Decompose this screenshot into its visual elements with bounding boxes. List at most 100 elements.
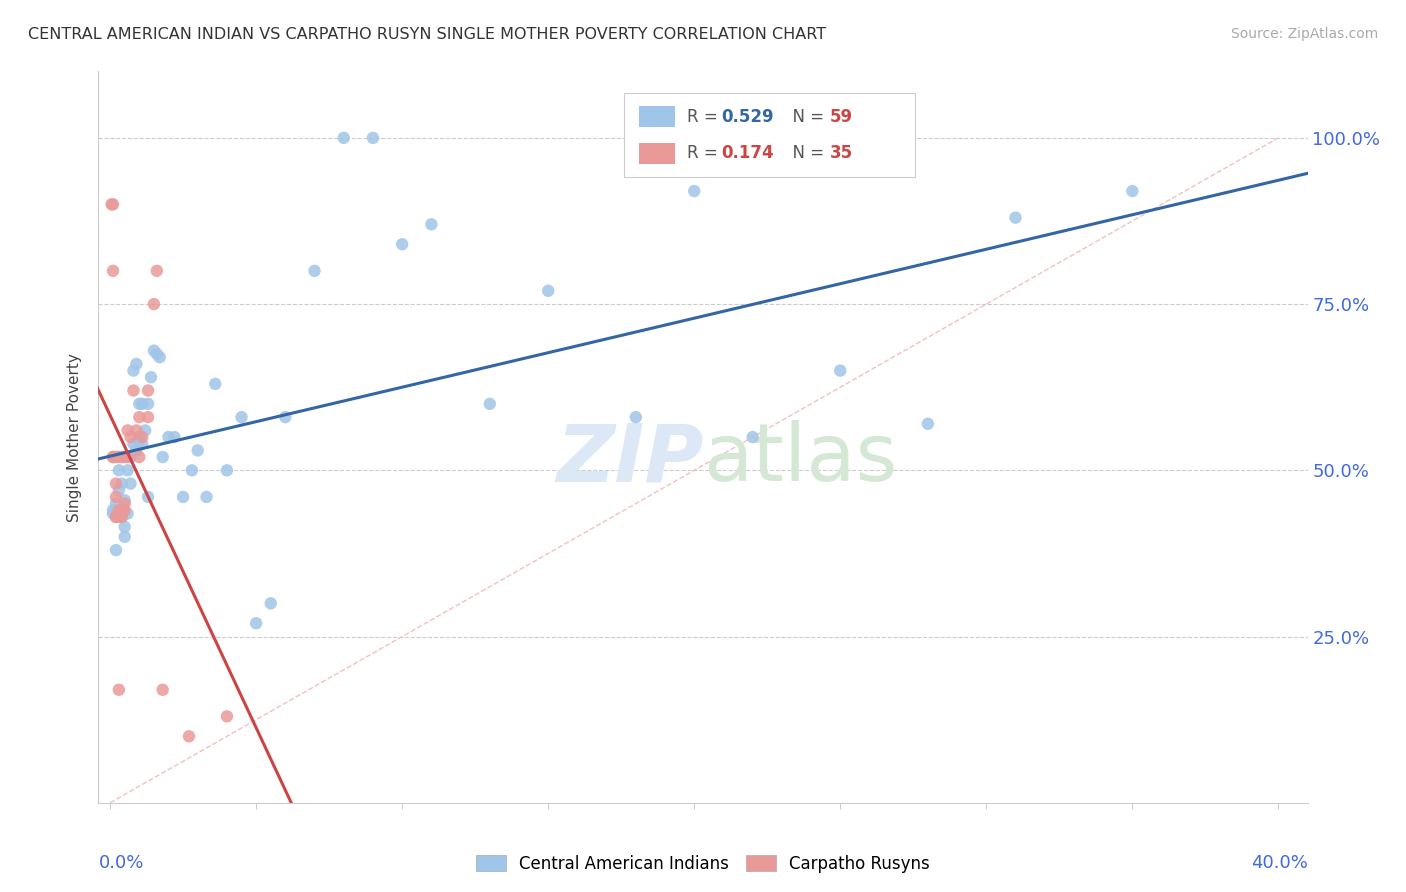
Point [131,397,153,411]
Point [125,443,148,458]
Point [215,463,238,477]
Text: 59: 59 [830,108,853,126]
Point [136,490,159,504]
Point [142,343,165,358]
Point [131,430,153,444]
Point [111,503,134,517]
Text: Source: ZipAtlas.com: Source: ZipAtlas.com [1230,27,1378,41]
Point [117,450,139,464]
Point [231,410,253,425]
Point [146,347,169,361]
Point [128,397,150,411]
Point [157,430,180,444]
Point [108,682,131,697]
FancyBboxPatch shape [624,94,915,178]
Point [114,450,136,464]
Point [128,410,150,425]
Point [111,509,134,524]
Point [120,450,142,464]
Point [152,682,174,697]
Point [108,483,131,498]
Legend: Central American Indians, Carpatho Rusyns: Central American Indians, Carpatho Rusyn… [470,848,936,880]
Point [139,370,162,384]
Text: 0.529: 0.529 [721,108,773,126]
Point [108,503,131,517]
Point [830,363,852,377]
Point [187,443,209,458]
Point [260,596,283,610]
Point [134,424,156,438]
Point [125,357,148,371]
Point [1121,184,1143,198]
Point [108,450,131,464]
Text: atlas: atlas [703,420,897,498]
Point [120,430,142,444]
Point [180,463,202,477]
Point [108,509,131,524]
Point [195,490,218,504]
Point [163,430,186,444]
Point [332,131,354,145]
Point [146,264,169,278]
Point [117,463,139,477]
Point [120,476,142,491]
Point [420,217,443,231]
Text: 0.0%: 0.0% [98,854,143,872]
Point [152,450,174,464]
Text: 40.0%: 40.0% [1251,854,1308,872]
Point [741,430,763,444]
Point [111,450,134,464]
Point [104,509,127,524]
Point [142,297,165,311]
Point [104,476,127,491]
Point [136,384,159,398]
Point [478,397,501,411]
Point [274,410,297,425]
Point [114,530,136,544]
Point [136,410,159,425]
Text: 35: 35 [830,145,853,162]
Point [117,507,139,521]
Point [101,450,124,464]
Point [172,490,194,504]
Point [100,197,122,211]
Point [304,264,326,278]
Point [114,520,136,534]
Point [111,476,134,491]
Point [125,424,148,438]
Point [361,131,384,145]
Point [245,616,267,631]
Point [101,264,124,278]
Point [104,509,127,524]
Text: R =: R = [688,145,723,162]
Y-axis label: Single Mother Poverty: Single Mother Poverty [67,352,83,522]
Point [122,436,145,450]
Point [683,184,706,198]
Point [114,497,136,511]
Text: ZIP: ZIP [555,420,703,498]
Point [122,384,145,398]
Point [104,543,127,558]
Point [128,434,150,448]
Point [624,410,647,425]
Point [117,424,139,438]
Point [1004,211,1026,225]
Point [177,729,200,743]
Point [101,197,124,211]
Point [128,450,150,464]
Point [104,497,127,511]
Point [104,450,127,464]
FancyBboxPatch shape [638,143,675,163]
Point [537,284,560,298]
Point [101,450,124,464]
Text: CENTRAL AMERICAN INDIAN VS CARPATHO RUSYN SINGLE MOTHER POVERTY CORRELATION CHAR: CENTRAL AMERICAN INDIAN VS CARPATHO RUSY… [28,27,827,42]
Point [114,493,136,508]
Text: 0.174: 0.174 [721,145,773,162]
Point [101,503,124,517]
Point [108,503,131,517]
Point [917,417,939,431]
Point [101,507,124,521]
Point [128,430,150,444]
Text: N =: N = [782,108,830,126]
Point [204,376,226,391]
